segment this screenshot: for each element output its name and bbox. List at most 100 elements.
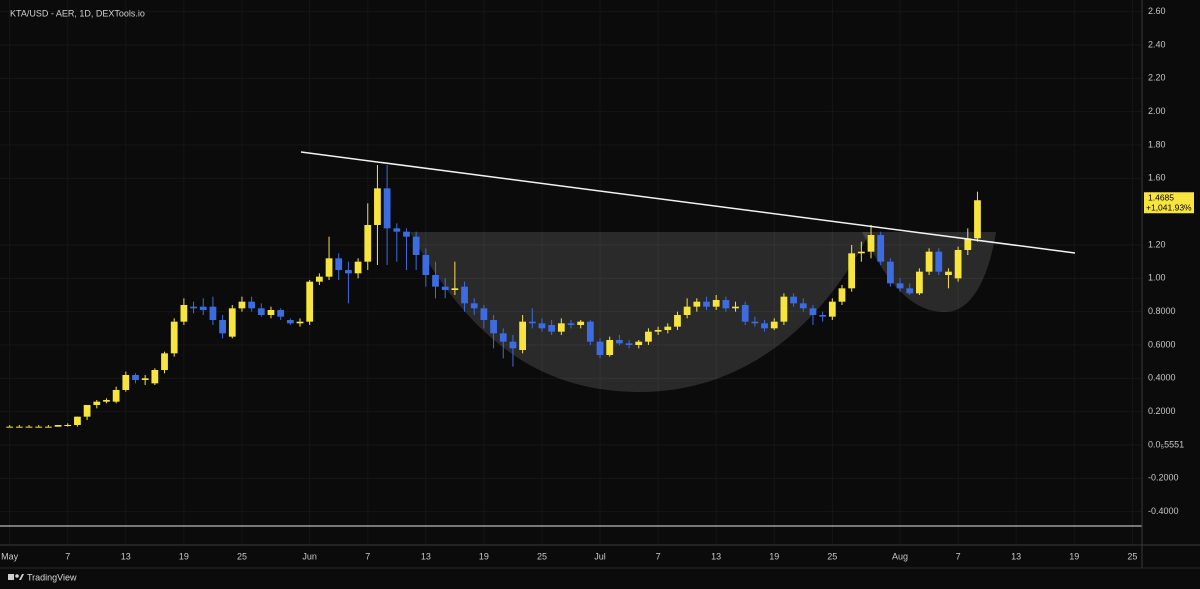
candle-body xyxy=(499,333,507,342)
x-tick-label: Jun xyxy=(302,551,317,561)
candle-body xyxy=(848,253,856,289)
candle-body xyxy=(577,321,585,325)
candle-body xyxy=(838,288,846,302)
candle-body xyxy=(422,255,430,275)
candle-body xyxy=(93,401,101,405)
candle-body xyxy=(857,251,865,254)
candle-body xyxy=(432,275,439,287)
candle-body xyxy=(83,405,91,417)
candle-body xyxy=(412,236,420,255)
candle-body xyxy=(964,238,972,250)
y-tick-label: 1.00 xyxy=(1148,273,1166,283)
candle-body xyxy=(586,321,594,342)
candle-body xyxy=(345,270,352,274)
x-tick-label: 13 xyxy=(121,551,131,561)
y-tick-label: 2.20 xyxy=(1148,73,1166,83)
candle-body xyxy=(180,305,188,322)
candle-body xyxy=(325,258,333,277)
y-tick-label: 0.0₅5551 xyxy=(1148,439,1184,449)
x-tick-label: 7 xyxy=(956,551,961,561)
candle-body xyxy=(906,288,914,294)
time-axis: May 7 13 19 25 Jun 7 13 19 25 Jul 7 13 19 25 Aug 7 13 19 25 xyxy=(1,551,1137,561)
candle-body xyxy=(664,326,672,330)
candle-body xyxy=(741,305,749,322)
candle-body xyxy=(877,235,885,262)
candle-body xyxy=(974,200,981,239)
candle-body xyxy=(683,306,691,315)
x-tick-label: Aug xyxy=(892,551,908,561)
candle-body xyxy=(141,378,149,380)
candle-body xyxy=(151,370,159,384)
last-change-label: +1,041.93% xyxy=(1146,203,1192,213)
x-tick-label: 25 xyxy=(827,551,837,561)
candles xyxy=(6,165,981,428)
y-tick-label: 0.8000 xyxy=(1148,306,1176,316)
x-tick-label: 7 xyxy=(656,551,661,561)
candle-body xyxy=(674,315,681,327)
y-tick-label: 1.80 xyxy=(1148,139,1166,149)
candle-body xyxy=(103,400,110,402)
candle-body xyxy=(64,425,72,426)
candle-body xyxy=(286,320,294,324)
candle-body xyxy=(219,320,226,334)
candle-body xyxy=(54,425,62,427)
candle-body xyxy=(112,390,120,402)
grid xyxy=(0,0,1142,545)
candle-body xyxy=(751,321,759,324)
price-axis: 2.60 2.40 2.20 2.00 1.80 1.60 1.20 1.00 0.8000 0.… xyxy=(1148,6,1184,516)
trend-line xyxy=(300,151,1076,254)
candle-body xyxy=(480,308,488,320)
x-tick-label: 19 xyxy=(179,551,189,561)
candle-body xyxy=(770,321,778,329)
brand: TradingView xyxy=(27,572,77,582)
last-price-label: 1.4685 xyxy=(1148,193,1174,203)
candle-body xyxy=(228,308,236,337)
x-tick-label: May xyxy=(1,551,19,561)
x-tick-label: 25 xyxy=(537,551,547,561)
candle-body xyxy=(819,315,827,317)
candle-body xyxy=(403,231,410,237)
candle-body xyxy=(916,271,923,294)
candle-body xyxy=(722,300,730,309)
candle-body xyxy=(519,321,526,350)
x-tick-label: 25 xyxy=(1127,551,1137,561)
candle-body xyxy=(925,251,933,272)
candle-body xyxy=(122,375,130,390)
y-tick-label: 0.2000 xyxy=(1148,406,1176,416)
candle-body xyxy=(354,261,362,274)
x-tick-label: 25 xyxy=(237,551,247,561)
y-tick-label: 2.60 xyxy=(1148,6,1166,16)
candle-body xyxy=(364,225,372,262)
y-tick-label: 1.60 xyxy=(1148,173,1166,183)
y-tick-label: 2.40 xyxy=(1148,39,1166,49)
x-tick-label: 13 xyxy=(711,551,721,561)
x-tick-label: Jul xyxy=(594,551,606,561)
candle-body xyxy=(296,321,304,324)
candle-body xyxy=(712,300,720,307)
x-tick-label: 19 xyxy=(479,551,489,561)
candle-body xyxy=(374,188,381,225)
x-tick-label: 7 xyxy=(65,551,70,561)
x-tick-label: 7 xyxy=(365,551,370,561)
tradingview-logo xyxy=(8,574,24,580)
candle-body xyxy=(383,188,391,229)
candle-body xyxy=(945,271,952,275)
candle-body xyxy=(596,341,604,355)
candle-body xyxy=(567,323,575,325)
candle-body xyxy=(935,251,943,272)
candle-body xyxy=(654,330,662,332)
candle-body xyxy=(170,321,178,354)
x-tick-label: 13 xyxy=(421,551,431,561)
candle-body xyxy=(780,296,788,322)
candle-body xyxy=(257,308,265,315)
candle-body xyxy=(509,341,517,349)
candle-body xyxy=(267,310,275,315)
y-tick-label: -0.2000 xyxy=(1148,473,1179,483)
candle-body xyxy=(306,281,314,322)
candle-body xyxy=(828,301,836,317)
candle-body xyxy=(732,306,739,309)
candle-body xyxy=(315,276,323,282)
candle-body xyxy=(490,320,497,334)
candle-body xyxy=(799,303,807,309)
